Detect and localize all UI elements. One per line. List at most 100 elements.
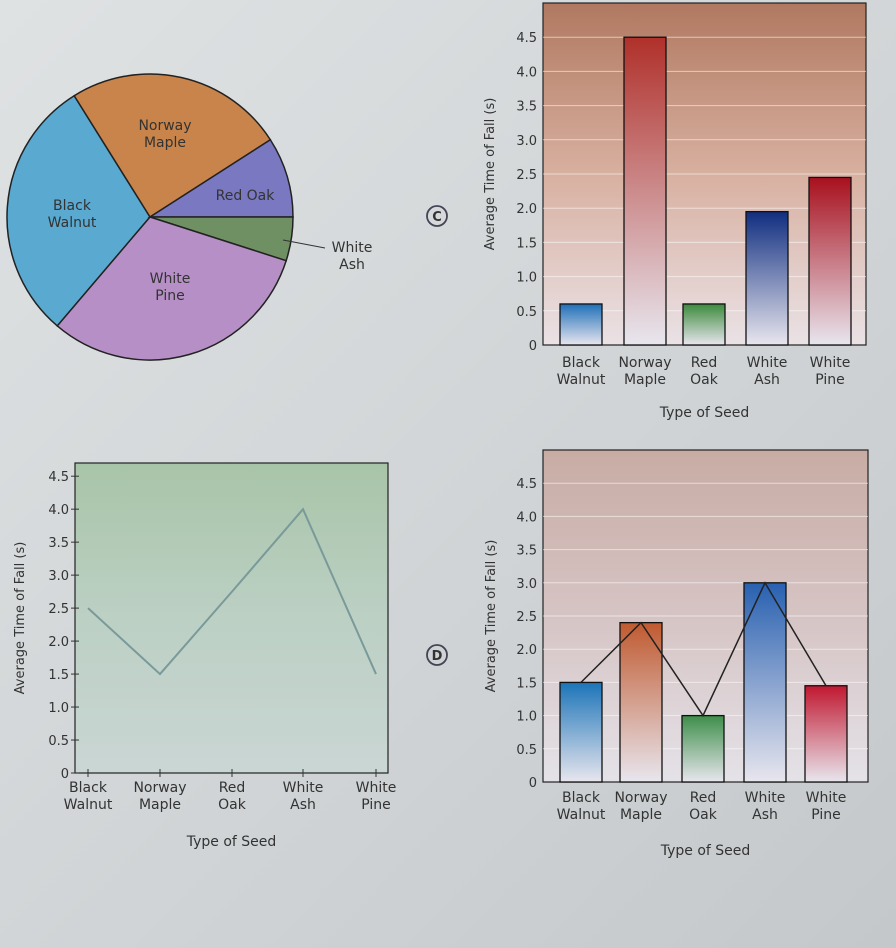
x-axis-title: Type of Seed	[660, 843, 751, 859]
x-tick-label: Black	[69, 780, 108, 796]
y-tick-label: 4.0	[48, 503, 69, 518]
x-tick-label: Oak	[690, 372, 719, 388]
x-tick-label: Walnut	[64, 797, 113, 813]
y-tick-label: 3.5	[516, 544, 537, 559]
y-tick-label: 2.5	[48, 602, 69, 617]
x-tick-label: Black	[562, 790, 601, 806]
y-tick-label: 2.5	[516, 168, 537, 183]
x-tick-label: White	[356, 780, 397, 796]
y-tick-label: 4.5	[516, 31, 537, 46]
y-tick-label: 0	[61, 767, 69, 782]
x-tick-label: Red	[690, 790, 717, 806]
x-tick-label: Norway	[133, 780, 186, 796]
x-tick-label: Red	[219, 780, 246, 796]
pie-label: White	[332, 240, 373, 256]
y-tick-label: 2.0	[48, 635, 69, 650]
x-tick-label: Pine	[811, 807, 841, 823]
x-tick-label: White	[745, 790, 786, 806]
option-circle	[426, 644, 448, 666]
x-tick-label: Ash	[754, 372, 780, 388]
bar	[559, 303, 603, 346]
x-tick-label: Red	[691, 355, 718, 371]
y-axis-title: Average Time of Fall (s)	[483, 98, 498, 251]
y-tick-label: 3.0	[516, 134, 537, 149]
x-tick-label: Oak	[689, 807, 718, 823]
pie-slice-norway-maple	[73, 73, 272, 219]
y-tick-label: 0	[529, 339, 537, 354]
x-tick-label: Pine	[361, 797, 391, 813]
pie-label: Pine	[155, 288, 185, 304]
bar	[804, 685, 848, 783]
y-tick-label: 4.5	[48, 470, 69, 485]
y-tick-label: 1.0	[516, 710, 537, 725]
pie-label: White	[150, 271, 191, 287]
x-tick-label: Ash	[752, 807, 778, 823]
pie-label: Ash	[339, 257, 365, 273]
y-tick-label: 0.5	[516, 305, 537, 320]
x-tick-label: Maple	[624, 372, 666, 388]
y-tick-label: 3.5	[516, 100, 537, 115]
x-tick-label: Black	[562, 355, 601, 371]
x-tick-label: Maple	[139, 797, 181, 813]
x-tick-label: White	[810, 355, 851, 371]
x-tick-label: Walnut	[557, 807, 606, 823]
bar	[559, 681, 603, 783]
bar	[808, 176, 852, 346]
option-circle	[426, 205, 448, 227]
data-line	[87, 507, 377, 676]
bar	[745, 210, 789, 346]
bar	[743, 582, 787, 783]
pie-label: Black	[53, 198, 92, 214]
x-tick-label: White	[283, 780, 324, 796]
x-axis-title: Type of Seed	[186, 834, 277, 850]
y-tick-label: 1.5	[48, 668, 69, 683]
pie-label: Maple	[144, 135, 186, 151]
pie-label: Walnut	[48, 215, 97, 231]
y-tick-label: 3.0	[516, 577, 537, 592]
y-tick-label: 4.5	[516, 477, 537, 492]
answer-option-C[interactable]: C	[426, 205, 448, 227]
pie-label: Red Oak	[216, 188, 276, 204]
y-tick-label: 1.5	[516, 676, 537, 691]
pie-slice-red-oak	[147, 138, 294, 218]
pie-leader-line	[282, 239, 326, 249]
x-tick-label: Norway	[618, 355, 671, 371]
plot-area	[74, 462, 389, 774]
y-tick-label: 1.0	[48, 701, 69, 716]
y-tick-label: 0.5	[516, 743, 537, 758]
bar	[682, 303, 726, 346]
x-tick-label: Oak	[218, 797, 247, 813]
bar	[623, 36, 667, 346]
y-tick-label: 3.0	[48, 569, 69, 584]
option-letter: D	[432, 649, 443, 664]
y-tick-label: 4.0	[516, 510, 537, 525]
y-tick-label: 2.0	[516, 202, 537, 217]
data-line	[580, 581, 827, 718]
pie-slice-white-pine	[56, 216, 288, 361]
x-tick-label: Walnut	[557, 372, 606, 388]
y-axis-title: Average Time of Fall (s)	[13, 542, 28, 695]
option-letter: C	[432, 210, 442, 225]
x-tick-label: Ash	[290, 797, 316, 813]
bar	[619, 621, 663, 783]
pie-label: Norway	[138, 118, 191, 134]
bar	[681, 714, 725, 783]
x-tick-label: Pine	[815, 372, 845, 388]
pie-slice-black-walnut	[6, 94, 151, 327]
y-tick-label: 0	[529, 776, 537, 791]
y-tick-label: 2.5	[516, 610, 537, 625]
y-tick-label: 2.0	[516, 643, 537, 658]
y-tick-label: 4.0	[516, 65, 537, 80]
x-tick-label: White	[747, 355, 788, 371]
x-axis-title: Type of Seed	[659, 405, 750, 421]
x-tick-label: Maple	[620, 807, 662, 823]
y-tick-label: 3.5	[48, 536, 69, 551]
answer-option-D[interactable]: D	[426, 644, 448, 666]
x-tick-label: White	[806, 790, 847, 806]
x-tick-label: Norway	[614, 790, 667, 806]
